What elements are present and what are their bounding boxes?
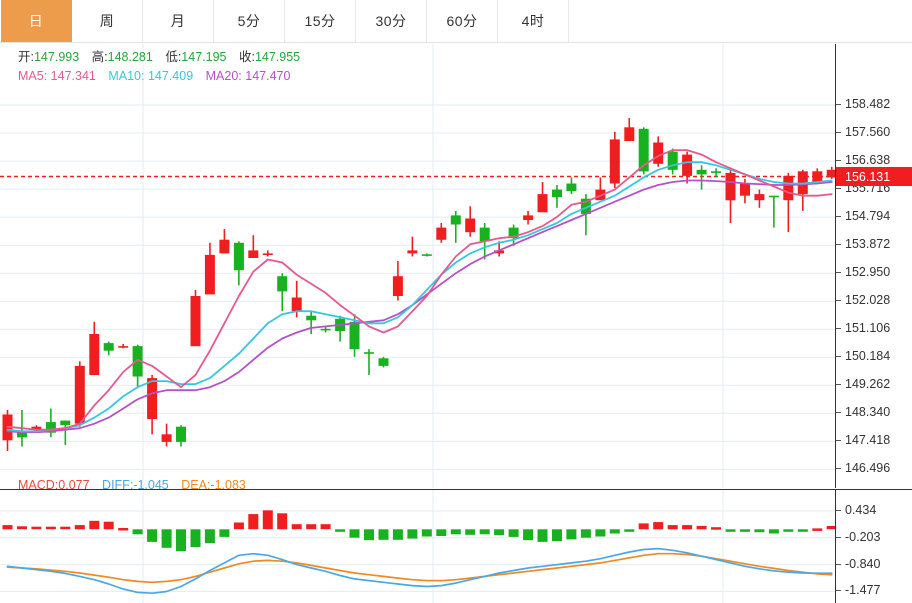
quote-readout: 开:147.993 高:148.281 低:147.195 收:147.955 … <box>0 44 836 88</box>
price-axis-tick: 152.950 <box>836 265 890 279</box>
tab-week[interactable]: 周 <box>72 0 143 42</box>
price-axis-tick: 146.496 <box>836 461 890 475</box>
tab-label: 30分 <box>375 13 407 29</box>
macd-axis-tick: -0.203 <box>836 530 880 544</box>
tab-label: 4时 <box>521 13 545 29</box>
ma20-label: MA20: <box>205 69 242 83</box>
tab-day[interactable]: 日 <box>1 0 72 42</box>
diff-value: -1.045 <box>133 478 169 492</box>
high-value: 148.281 <box>107 50 153 64</box>
price-axis-tick: 152.028 <box>836 293 890 307</box>
price-axis-tick: 150.184 <box>836 349 890 363</box>
price-axis-tick: 147.418 <box>836 433 890 447</box>
low-value: 147.195 <box>181 50 227 64</box>
tab-4hour[interactable]: 4时 <box>498 0 569 42</box>
macd-svg <box>0 490 835 603</box>
current-price-value: 156.131 <box>845 169 891 184</box>
tab-label: 日 <box>28 13 44 29</box>
ma20-value: 147.470 <box>245 69 291 83</box>
timeframe-tabbar: 日 周 月 5分 15分 30分 60分 4时 <box>0 0 912 43</box>
diff-label: DIFF: <box>102 478 134 492</box>
price-axis-tick: 149.262 <box>836 377 890 391</box>
macd-axis-tick: 0.434 <box>836 503 876 517</box>
tab-30min[interactable]: 30分 <box>356 0 427 42</box>
high-label: 高: <box>91 50 108 64</box>
ma10-value: 147.409 <box>147 69 194 83</box>
ohlc-line: 开:147.993 高:148.281 低:147.195 收:147.955 <box>18 48 836 67</box>
ma5-value: 147.341 <box>50 69 96 83</box>
tab-label: 15分 <box>304 13 336 29</box>
price-axis-tick: 153.872 <box>836 237 890 251</box>
low-label: 低: <box>165 50 182 64</box>
tab-month[interactable]: 月 <box>143 0 214 42</box>
price-axis-tick: 157.560 <box>836 125 890 139</box>
price-axis-tick: 148.340 <box>836 405 890 419</box>
tab-label: 60分 <box>446 13 478 29</box>
close-value: 147.955 <box>254 50 301 64</box>
macd-value: 0.077 <box>58 478 90 492</box>
current-price-badge: 156.131 <box>836 167 912 186</box>
open-value: 147.993 <box>33 50 80 64</box>
tabbar-filler <box>569 0 912 42</box>
macd-axis-tick: -1.477 <box>836 583 880 597</box>
price-axis-tick: 151.106 <box>836 321 890 335</box>
close-label: 收: <box>238 50 255 64</box>
price-axis-tick: 156.638 <box>836 153 890 167</box>
ma-line: MA5: 147.341 MA10: 147.409 MA20: 147.470 <box>18 67 836 86</box>
macd-legend: MACD:0.077 DIFF:-1.045 DEA:-1.083 <box>18 478 255 492</box>
dea-label: DEA: <box>181 478 211 492</box>
macd-axis-tick: -0.840 <box>836 557 880 571</box>
price-axis-tick: 158.482 <box>836 97 890 111</box>
tab-5min[interactable]: 5分 <box>214 0 285 42</box>
ma5-label: MA5: <box>18 69 48 83</box>
price-chart-pane[interactable] <box>0 44 836 488</box>
candlestick-svg <box>0 44 835 488</box>
tab-label: 月 <box>170 13 186 29</box>
tab-label: 5分 <box>237 13 261 29</box>
macd-chart-pane[interactable] <box>0 489 836 603</box>
macd-label: MACD: <box>18 478 59 492</box>
open-label: 开: <box>18 50 34 64</box>
price-axis: 158.482 157.560 156.638 155.716 154.794 153.8… <box>836 44 912 603</box>
dea-value: -1.083 <box>210 478 246 492</box>
tab-label: 周 <box>99 13 115 29</box>
tab-60min[interactable]: 60分 <box>427 0 498 42</box>
ma10-label: MA10: <box>108 69 145 83</box>
price-axis-tick: 154.794 <box>836 209 890 223</box>
tab-15min[interactable]: 15分 <box>285 0 356 42</box>
axis-divider <box>836 489 912 490</box>
